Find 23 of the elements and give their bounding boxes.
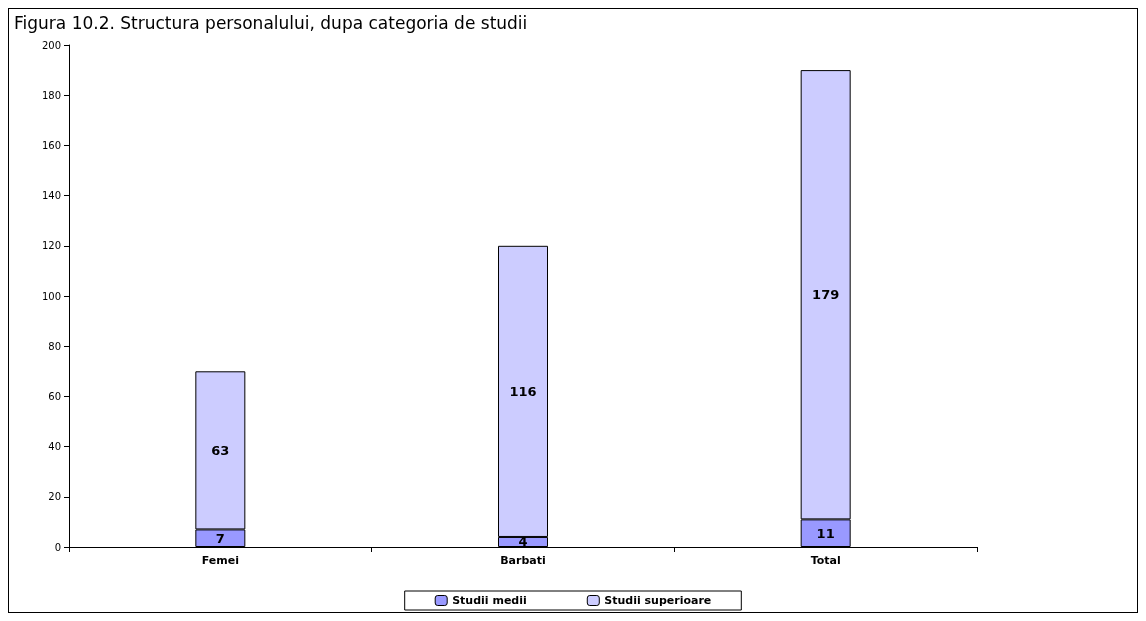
y-tick-label: 80: [48, 340, 61, 352]
data-label: 63: [211, 442, 230, 458]
y-tick-label: 60: [48, 390, 61, 402]
y-tick-label: 180: [41, 89, 61, 101]
y-tick-label: 20: [48, 491, 61, 503]
y-tick-label: 200: [41, 39, 61, 51]
y-tick-label: 160: [41, 139, 61, 151]
x-tick-label: Femei: [201, 554, 239, 567]
y-tick-label: 100: [41, 290, 61, 302]
y-tick-label: 40: [48, 441, 61, 453]
y-tick-label: 0: [54, 541, 61, 553]
data-label: 7: [215, 530, 225, 546]
x-tick-label: Barbati: [500, 554, 546, 567]
legend-label: Studii superioare: [604, 594, 712, 607]
data-label: 179: [812, 287, 840, 303]
y-tick-label: 120: [41, 240, 61, 252]
data-label: 116: [509, 383, 537, 399]
data-label: 11: [816, 525, 835, 541]
x-tick-label: Total: [810, 554, 841, 567]
chart-title: Figura 10.2. Structura personalului, dupa categoria de studii: [14, 12, 528, 33]
data-label: 4: [518, 534, 528, 550]
y-tick-label: 140: [41, 190, 61, 202]
legend-label: Studii medii: [452, 594, 527, 607]
